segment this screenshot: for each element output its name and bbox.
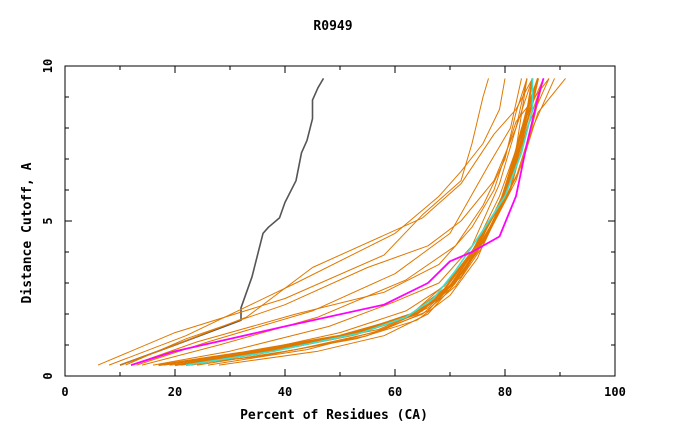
y-axis-label: Distance Cutoff, A [20, 162, 35, 303]
series-line-22-cyan [185, 78, 534, 366]
series-line-1-gray [119, 77, 325, 366]
chart-title: R0949 [313, 19, 352, 34]
y-tick-label: 0 [41, 372, 55, 379]
y-tick-label: 10 [41, 59, 55, 73]
series-line-8-orange [141, 78, 528, 366]
x-tick-label: 0 [61, 385, 68, 399]
series-line-3-orange [108, 78, 506, 366]
series-line-21-orange [185, 78, 539, 367]
x-tick-label: 20 [168, 385, 182, 399]
series-line-7-orange [136, 78, 522, 366]
series-line-2-orange [97, 78, 489, 366]
series-line-4-orange [119, 78, 533, 366]
series-layer [97, 77, 566, 367]
series-line-20-orange [174, 78, 539, 367]
series-line-5-orange [125, 78, 528, 366]
x-tick-label: 80 [498, 385, 512, 399]
y-tick-label: 5 [41, 217, 55, 224]
series-line-14-orange [169, 78, 528, 366]
x-tick-label: 40 [278, 385, 292, 399]
series-line-10-orange [163, 78, 539, 366]
x-tick-label: 60 [388, 385, 402, 399]
axis-layer: 0 20 40 60 80 100 0 5 10 [41, 59, 626, 399]
series-line-23-magenta [130, 78, 545, 366]
x-axis-label: Percent of Residues (CA) [240, 408, 428, 423]
series-line-9-orange [152, 78, 533, 366]
x-tick-label: 100 [604, 385, 626, 399]
